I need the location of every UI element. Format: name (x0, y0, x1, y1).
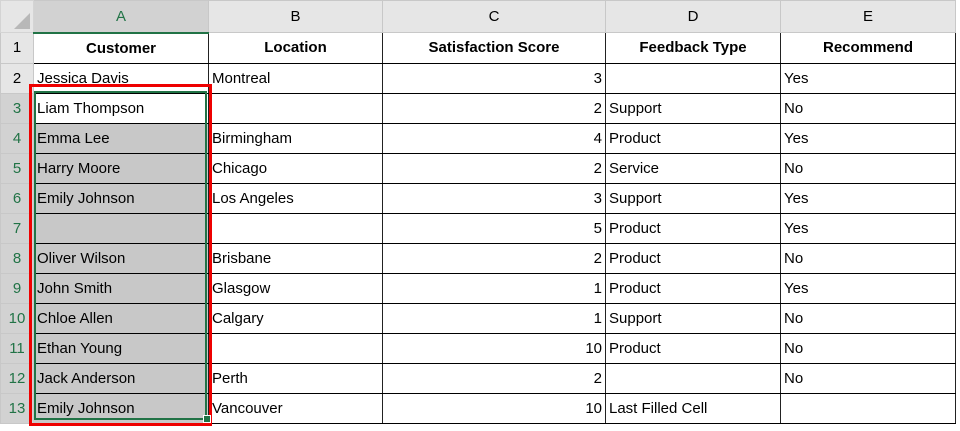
table-row: 11 Ethan Young 10 Product No (0, 332, 956, 364)
column-header-b[interactable]: B (208, 0, 383, 33)
cell-c13[interactable]: 10 (382, 392, 606, 424)
cell-d4[interactable]: Product (605, 122, 781, 154)
cell-a11[interactable]: Ethan Young (33, 332, 209, 364)
cell-d10[interactable]: Support (605, 302, 781, 334)
cell-c10[interactable]: 1 (382, 302, 606, 334)
cell-a3[interactable]: Liam Thompson (33, 92, 209, 124)
column-header-a[interactable]: A (33, 0, 209, 34)
cell-c7[interactable]: 5 (382, 212, 606, 244)
cell-b2[interactable]: Montreal (208, 62, 383, 94)
cell-a4[interactable]: Emma Lee (33, 122, 209, 154)
table-row: 8 Oliver Wilson Brisbane 2 Product No (0, 242, 956, 274)
cell-e5[interactable]: No (780, 152, 956, 184)
header-cell[interactable]: Recommend (780, 32, 956, 64)
row-header-11[interactable]: 11 (0, 332, 34, 364)
cell-c2[interactable]: 3 (382, 62, 606, 94)
cell-c4[interactable]: 4 (382, 122, 606, 154)
cell-d7[interactable]: Product (605, 212, 781, 244)
table-row: 2 Jessica Davis Montreal 3 Yes (0, 62, 956, 94)
table-row: 4 Emma Lee Birmingham 4 Product Yes (0, 122, 956, 154)
row-header-6[interactable]: 6 (0, 182, 34, 214)
cell-a6[interactable]: Emily Johnson (33, 182, 209, 214)
row-header-3[interactable]: 3 (0, 92, 34, 124)
cell-a5[interactable]: Harry Moore (33, 152, 209, 184)
cell-b4[interactable]: Birmingham (208, 122, 383, 154)
cell-e2[interactable]: Yes (780, 62, 956, 94)
header-cell[interactable]: Location (208, 32, 383, 64)
row-header-4[interactable]: 4 (0, 122, 34, 154)
cell-a2[interactable]: Jessica Davis (33, 62, 209, 94)
header-cell[interactable]: Satisfaction Score (382, 32, 606, 64)
cell-a13[interactable]: Emily Johnson (33, 392, 209, 424)
cell-c8[interactable]: 2 (382, 242, 606, 274)
table-row: 5 Harry Moore Chicago 2 Service No (0, 152, 956, 184)
fill-handle[interactable] (203, 415, 211, 423)
cell-e7[interactable]: Yes (780, 212, 956, 244)
table-row: 9 John Smith Glasgow 1 Product Yes (0, 272, 956, 304)
column-header-e[interactable]: E (780, 0, 956, 33)
cell-c9[interactable]: 1 (382, 272, 606, 304)
cell-e6[interactable]: Yes (780, 182, 956, 214)
cell-b12[interactable]: Perth (208, 362, 383, 394)
column-header-c[interactable]: C (382, 0, 606, 33)
table-row: 10 Chloe Allen Calgary 1 Support No (0, 302, 956, 334)
cell-d5[interactable]: Service (605, 152, 781, 184)
cell-e12[interactable]: No (780, 362, 956, 394)
cell-d8[interactable]: Product (605, 242, 781, 274)
cell-b11[interactable] (208, 332, 383, 364)
cell-e11[interactable]: No (780, 332, 956, 364)
cell-a12[interactable]: Jack Anderson (33, 362, 209, 394)
row-header-10[interactable]: 10 (0, 302, 34, 334)
header-cell[interactable]: Feedback Type (605, 32, 781, 64)
select-all-corner[interactable] (0, 0, 34, 33)
cell-c5[interactable]: 2 (382, 152, 606, 184)
cell-d2[interactable] (605, 62, 781, 94)
cell-b5[interactable]: Chicago (208, 152, 383, 184)
table-row: 13 Emily Johnson Vancouver 10 Last Filled Ce… (0, 392, 956, 424)
cell-d13[interactable]: Last Filled Cell (605, 392, 781, 424)
table-row: 7 5 Product Yes (0, 212, 956, 244)
table-row: 12 Jack Anderson Perth 2 No (0, 362, 956, 394)
cell-c3[interactable]: 2 (382, 92, 606, 124)
cell-e3[interactable]: No (780, 92, 956, 124)
cell-d11[interactable]: Product (605, 332, 781, 364)
row-header-2[interactable]: 2 (0, 62, 34, 94)
cell-e10[interactable]: No (780, 302, 956, 334)
cell-a9[interactable]: John Smith (33, 272, 209, 304)
cell-e9[interactable]: Yes (780, 272, 956, 304)
cell-b3[interactable] (208, 92, 383, 124)
cell-e8[interactable]: No (780, 242, 956, 274)
cell-c12[interactable]: 2 (382, 362, 606, 394)
column-header-d[interactable]: D (605, 0, 781, 33)
cell-e4[interactable]: Yes (780, 122, 956, 154)
cell-a8[interactable]: Oliver Wilson (33, 242, 209, 274)
cell-d9[interactable]: Product (605, 272, 781, 304)
cell-b13[interactable]: Vancouver (208, 392, 383, 424)
row-header-5[interactable]: 5 (0, 152, 34, 184)
cell-d12[interactable] (605, 362, 781, 394)
cell-a7[interactable] (33, 212, 209, 244)
cell-c11[interactable]: 10 (382, 332, 606, 364)
cell-b6[interactable]: Los Angeles (208, 182, 383, 214)
table-row: 6 Emily Johnson Los Angeles 3 Support Yes (0, 182, 956, 214)
row-header-1[interactable]: 1 (0, 32, 34, 64)
spreadsheet-grid[interactable]: A B C D E 1 Customer Location Satisfaction Score… (0, 0, 956, 424)
row-header-12[interactable]: 12 (0, 362, 34, 394)
cell-d6[interactable]: Support (605, 182, 781, 214)
row-header-8[interactable]: 8 (0, 242, 34, 274)
cell-a10[interactable]: Chloe Allen (33, 302, 209, 334)
cell-c6[interactable]: 3 (382, 182, 606, 214)
cell-d3[interactable]: Support (605, 92, 781, 124)
table-row: 3 Liam Thompson 2 Support No (0, 92, 956, 124)
row-header-7[interactable]: 7 (0, 212, 34, 244)
row-header-9[interactable]: 9 (0, 272, 34, 304)
cell-b9[interactable]: Glasgow (208, 272, 383, 304)
row-header-13[interactable]: 13 (0, 392, 34, 424)
cell-b7[interactable] (208, 212, 383, 244)
header-cell[interactable]: Customer (33, 32, 209, 64)
cell-e13[interactable] (780, 392, 956, 424)
cell-b8[interactable]: Brisbane (208, 242, 383, 274)
cell-b10[interactable]: Calgary (208, 302, 383, 334)
